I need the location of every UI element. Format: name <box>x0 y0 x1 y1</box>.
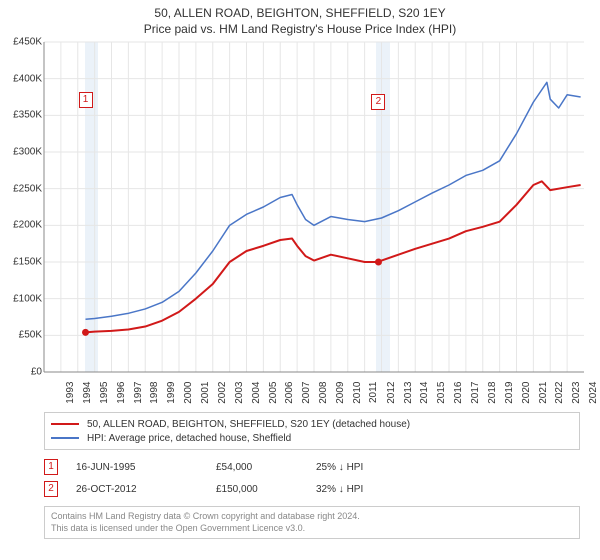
x-tick-label: 1997 <box>132 382 143 404</box>
sale-marker-label: 1 <box>79 92 93 108</box>
title-sub: Price paid vs. HM Land Registry's House … <box>0 22 600 36</box>
credits: Contains HM Land Registry data © Crown c… <box>44 506 580 539</box>
x-tick-label: 2019 <box>504 382 515 404</box>
y-tick-label: £450K <box>13 37 42 48</box>
sale-row-marker: 2 <box>44 481 58 497</box>
sale-marker-dot <box>82 329 89 336</box>
series-hpi <box>86 82 581 319</box>
sale-marker-dot <box>375 259 382 266</box>
x-tick-label: 2009 <box>335 382 346 404</box>
y-tick-label: £100K <box>13 293 42 304</box>
x-tick-label: 2012 <box>385 382 396 404</box>
x-tick-label: 2010 <box>352 382 363 404</box>
x-tick-label: 1998 <box>149 382 160 404</box>
x-tick-label: 1996 <box>115 382 126 404</box>
legend-item: HPI: Average price, detached house, Shef… <box>51 431 573 445</box>
x-tick-label: 1999 <box>166 382 177 404</box>
sale-price: £54,000 <box>216 462 316 473</box>
x-tick-label: 2024 <box>588 382 599 404</box>
x-tick-label: 2008 <box>318 382 329 404</box>
x-tick-label: 2006 <box>284 382 295 404</box>
legend-swatch <box>51 423 79 425</box>
y-tick-label: £150K <box>13 257 42 268</box>
x-tick-label: 2023 <box>571 382 582 404</box>
sale-delta: 32% ↓ HPI <box>316 484 436 495</box>
legend-item: 50, ALLEN ROAD, BEIGHTON, SHEFFIELD, S20… <box>51 417 573 431</box>
title-main: 50, ALLEN ROAD, BEIGHTON, SHEFFIELD, S20… <box>0 6 600 20</box>
sale-price: £150,000 <box>216 484 316 495</box>
sale-row: 1 16-JUN-1995£54,00025% ↓ HPI <box>44 456 580 478</box>
sale-row: 2 26-OCT-2012£150,00032% ↓ HPI <box>44 478 580 500</box>
x-tick-label: 2005 <box>267 382 278 404</box>
x-tick-label: 1995 <box>99 382 110 404</box>
x-tick-label: 2014 <box>419 382 430 404</box>
x-tick-label: 2020 <box>520 382 531 404</box>
x-tick-label: 2017 <box>470 382 481 404</box>
credits-line-1: Contains HM Land Registry data © Crown c… <box>51 511 573 523</box>
x-tick-label: 2018 <box>487 382 498 404</box>
x-tick-label: 2001 <box>200 382 211 404</box>
y-tick-label: £400K <box>13 73 42 84</box>
x-tick-label: 2013 <box>402 382 413 404</box>
sales-table: 1 16-JUN-1995£54,00025% ↓ HPI 2 26-OCT-2012… <box>44 456 580 500</box>
sale-date: 26-OCT-2012 <box>76 484 216 495</box>
y-tick-label: £350K <box>13 110 42 121</box>
legend-label: 50, ALLEN ROAD, BEIGHTON, SHEFFIELD, S20… <box>87 419 410 430</box>
x-tick-label: 2021 <box>537 382 548 404</box>
x-tick-label: 2016 <box>453 382 464 404</box>
x-tick-label: 2015 <box>436 382 447 404</box>
chart-svg <box>44 42 584 372</box>
sale-delta: 25% ↓ HPI <box>316 462 436 473</box>
x-tick-label: 2002 <box>217 382 228 404</box>
chart-area: £0£50K£100K£150K£200K£250K£300K£350K£400… <box>44 42 584 372</box>
x-tick-label: 2011 <box>368 382 379 404</box>
x-tick-label: 1993 <box>65 382 76 404</box>
credits-line-2: This data is licensed under the Open Gov… <box>51 523 573 535</box>
x-tick-label: 2000 <box>183 382 194 404</box>
legend-label: HPI: Average price, detached house, Shef… <box>87 433 291 444</box>
y-tick-label: £250K <box>13 183 42 194</box>
x-tick-label: 2003 <box>234 382 245 404</box>
y-tick-label: £200K <box>13 220 42 231</box>
sale-date: 16-JUN-1995 <box>76 462 216 473</box>
x-tick-label: 2007 <box>301 382 312 404</box>
legend: 50, ALLEN ROAD, BEIGHTON, SHEFFIELD, S20… <box>44 412 580 450</box>
legend-swatch <box>51 437 79 439</box>
series-property <box>86 181 581 332</box>
x-tick-label: 2004 <box>250 382 261 404</box>
chart-titles: 50, ALLEN ROAD, BEIGHTON, SHEFFIELD, S20… <box>0 0 600 36</box>
y-tick-label: £50K <box>19 330 42 341</box>
sale-row-marker: 1 <box>44 459 58 475</box>
x-tick-label: 1994 <box>82 382 93 404</box>
sale-marker-label: 2 <box>371 94 385 110</box>
y-tick-label: £0 <box>31 367 42 378</box>
y-tick-label: £300K <box>13 147 42 158</box>
x-tick-label: 2022 <box>554 382 565 404</box>
